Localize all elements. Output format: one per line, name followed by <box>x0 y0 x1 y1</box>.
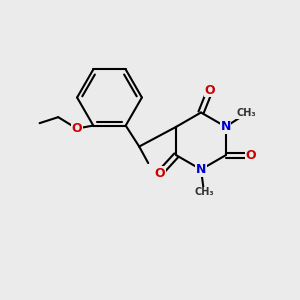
Text: O: O <box>205 83 215 97</box>
Text: CH₃: CH₃ <box>194 187 214 197</box>
Text: O: O <box>246 149 256 162</box>
Text: O: O <box>154 167 165 180</box>
Text: N: N <box>220 120 231 133</box>
Text: CH₃: CH₃ <box>237 108 256 118</box>
Text: O: O <box>71 122 82 135</box>
Text: N: N <box>196 163 206 176</box>
